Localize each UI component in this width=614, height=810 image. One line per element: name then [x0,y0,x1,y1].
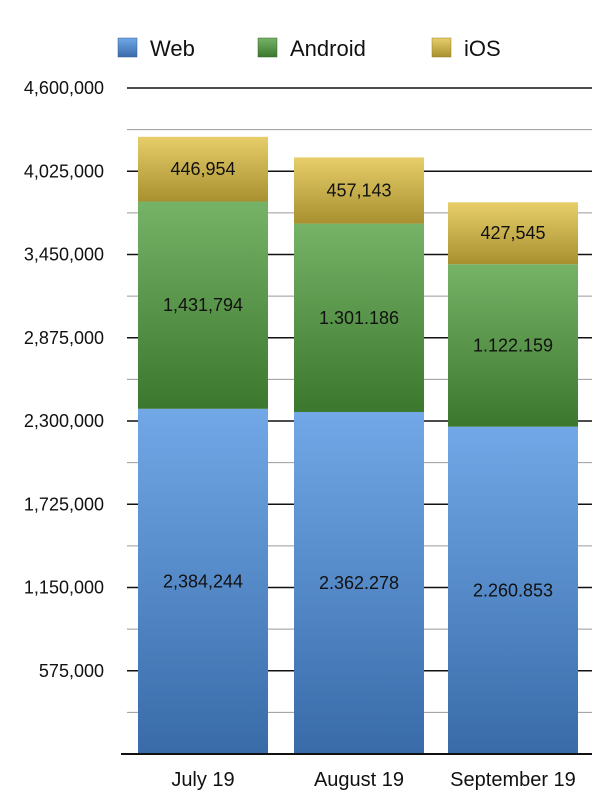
bar-segment-ios [294,157,424,224]
x-category-label: August 19 [314,769,404,791]
bar-segment-android [448,264,578,427]
bar-segment-ios [448,202,578,265]
x-category-label: September 19 [450,769,576,791]
data-label-android: 1,431,794 [163,295,243,315]
y-axis: 575,000 1,150,000 1,725,000 2,300,000 2,875,… [24,78,104,681]
data-label-android: 1.122.159 [473,335,553,355]
data-label-android: 1.301.186 [319,308,399,328]
data-label-ios: 446,954 [170,159,235,179]
legend-label-ios: iOS [464,36,501,61]
legend-swatch-ios [431,37,452,58]
x-category-label: July 19 [171,769,234,791]
bar-segment-ios [138,136,268,202]
y-tick-label: 1,725,000 [24,494,104,514]
y-tick-label: 2,300,000 [24,411,104,431]
bar-segment-android [294,223,424,412]
data-label-ios: 427,545 [480,223,545,243]
data-label-web: 2,384,244 [163,571,243,591]
bar-segment-web [138,408,268,754]
y-tick-label: 3,450,000 [24,245,104,265]
x-axis: July 19 August 19 September 19 [121,753,592,791]
bars: 2,384,244 1,431,794 446,954 2.362.278 1.301.… [138,136,578,754]
data-label-ios: 457,143 [326,181,391,201]
y-tick-label: 2,875,000 [24,328,104,348]
legend-swatch-web [117,37,138,58]
legend-label-web: Web [150,36,195,61]
bar-segment-web [448,426,578,754]
y-tick-label: 575,000 [39,661,104,681]
bar-segment-android [138,201,268,409]
data-label-web: 2.362.278 [319,573,399,593]
legend-swatch-android [257,37,278,58]
y-tick-label: 4,025,000 [24,161,104,181]
legend: Web Android iOS [117,36,501,61]
bar-segment-web [294,411,424,754]
data-label-web: 2.260.853 [473,580,553,600]
y-tick-label: 4,600,000 [24,78,104,98]
legend-label-android: Android [290,36,366,61]
y-tick-label: 1,150,000 [24,578,104,598]
